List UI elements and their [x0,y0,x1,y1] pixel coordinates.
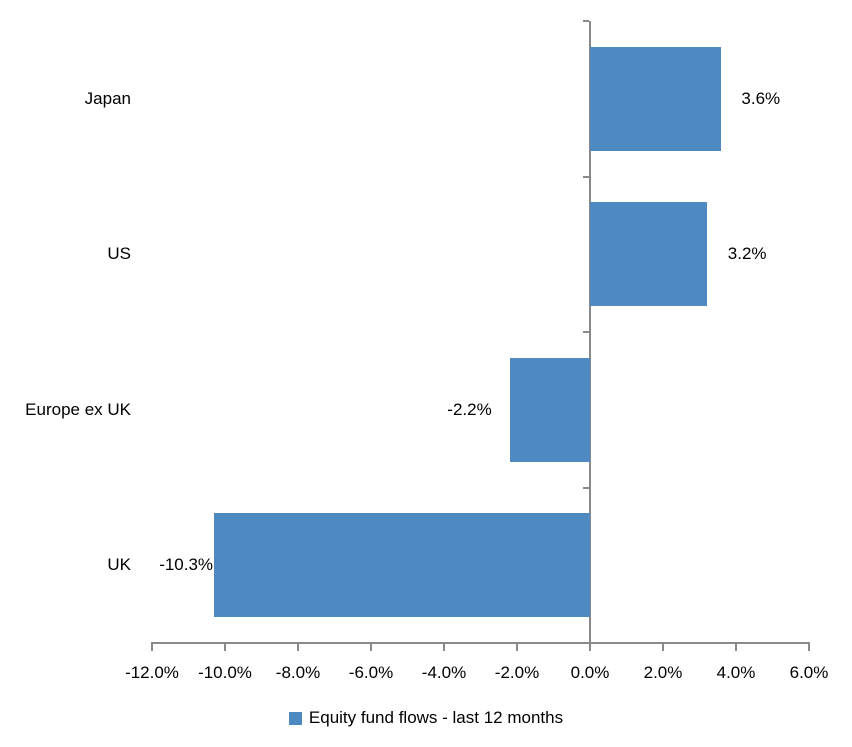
x-tick-label: 2.0% [643,663,683,682]
category-axis-tick [583,486,589,489]
bar [590,202,707,307]
x-axis-line [151,642,810,644]
bar-value-label: 3.2% [727,244,767,264]
x-axis-tick [735,643,737,651]
category-label: Europe ex UK [25,399,131,419]
category-axis-tick [583,642,589,644]
x-tick-label: -8.0% [275,663,321,682]
x-axis-tick [662,643,664,651]
legend: Equity fund flows - last 12 months [0,705,852,731]
x-axis-tick [443,643,445,651]
bar [214,513,590,618]
x-axis-tick [516,643,518,651]
legend-series-label: Equity fund flows - last 12 months [308,708,564,727]
x-axis-tick [224,643,226,651]
bar-value-label: -2.2% [447,399,492,419]
x-axis-tick [808,643,810,651]
category-label: US [107,244,131,264]
category-axis-tick [583,175,589,178]
x-tick-label: -4.0% [421,663,467,682]
x-tick-label: -12.0% [125,663,179,682]
x-tick-label: -2.0% [494,663,540,682]
x-axis-tick [370,643,372,651]
category-axis-tick [583,20,589,22]
bar [590,46,722,151]
category-axis-tick [583,331,589,333]
x-tick-label: 0.0% [570,663,610,682]
bar-value-label: 3.6% [741,88,781,108]
x-tick-label: 6.0% [789,663,829,682]
x-tick-label: 4.0% [716,663,756,682]
value-zero-axis-line [589,21,591,651]
x-axis-tick [589,643,591,651]
bar-value-label: -10.3% [159,555,214,575]
bar [509,357,590,462]
x-axis-tick [297,643,299,651]
x-tick-label: -6.0% [348,663,394,682]
category-label: UK [107,555,131,575]
category-label: Japan [84,88,131,108]
x-axis-tick [151,643,153,651]
x-tick-label: -10.0% [198,663,252,682]
legend-series-marker-icon [288,711,302,725]
